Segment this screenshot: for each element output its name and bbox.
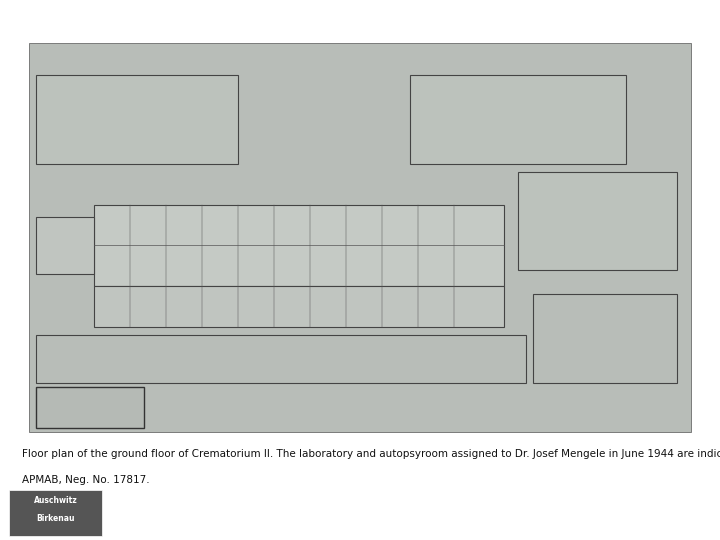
Text: Auschwitz: Auschwitz <box>34 496 77 505</box>
Bar <box>36 335 526 383</box>
Text: APMAB, Neg. No. 17817.: APMAB, Neg. No. 17817. <box>22 475 149 484</box>
Bar <box>36 75 238 164</box>
Bar <box>9 490 102 536</box>
Bar <box>533 294 677 383</box>
Bar <box>36 387 144 428</box>
Text: Josef Mengele: Josef Mengele <box>316 9 404 22</box>
Text: Floor plan of the ground floor of Crematorium II. The laboratory and autopsyroom: Floor plan of the ground floor of Cremat… <box>22 449 720 460</box>
Text: Birkenau: Birkenau <box>36 514 75 523</box>
Bar <box>410 75 626 164</box>
Text: International Center for Education about Auschwitz and the Holocaust
ul. Więźnió: International Center for Education about… <box>374 489 717 540</box>
Bar <box>94 205 504 286</box>
Bar <box>36 217 94 274</box>
Bar <box>94 286 504 327</box>
Bar <box>518 172 677 270</box>
